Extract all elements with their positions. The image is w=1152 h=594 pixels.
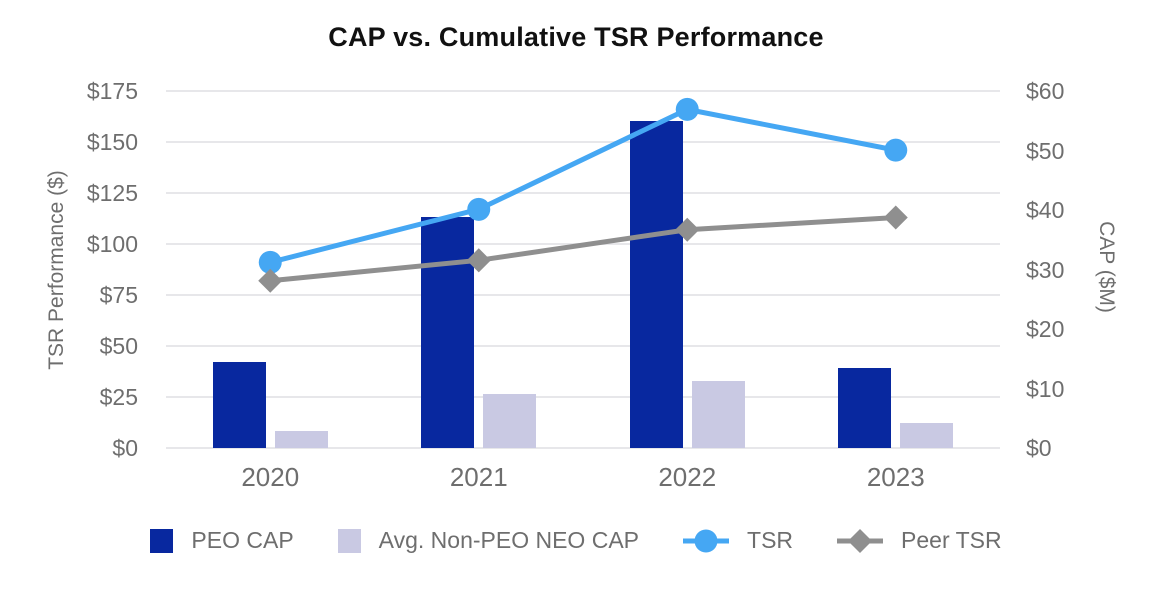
legend-item-peer-tsr: Peer TSR <box>837 527 1002 554</box>
circle-icon <box>694 529 718 552</box>
legend: PEO CAP Avg. Non-PEO NEO CAP TSR Peer TSR <box>0 527 1152 554</box>
circle-marker-tsr-2023 <box>884 138 908 162</box>
bar-peo-cap-2020 <box>212 361 266 448</box>
x-axis-label-2020: 2020 <box>241 462 300 492</box>
bar-avg-non-peo-neo-cap-2022 <box>691 381 745 448</box>
right-tick-label: $0 <box>1026 435 1052 461</box>
circle-marker-tsr-2022 <box>675 97 699 121</box>
legend-item-tsr: TSR <box>683 527 793 554</box>
left-tick-label: $50 <box>99 333 138 359</box>
right-tick-label: $20 <box>1026 316 1065 342</box>
plot-area <box>166 90 1000 449</box>
circle-marker-tsr-2020 <box>258 250 282 274</box>
gridline <box>166 90 1000 92</box>
line-tsr <box>269 106 897 265</box>
diamond-marker-peer-tsr-2021 <box>466 248 491 273</box>
bar-avg-non-peo-neo-cap-2023 <box>900 423 954 448</box>
left-tick-label: $25 <box>99 384 138 410</box>
line-peer-tsr <box>270 214 896 284</box>
diamond-marker-peer-tsr-2023 <box>883 205 908 230</box>
diamond-marker-peer-tsr-2022 <box>675 217 700 242</box>
bar-peo-cap-2022 <box>629 121 683 448</box>
legend-diamond-marker-peer-tsr <box>837 528 884 554</box>
left-tick-label: $75 <box>99 282 138 308</box>
right-tick-label: $60 <box>1026 78 1065 104</box>
right-axis-title: CAP ($M) <box>1095 221 1118 313</box>
gridline <box>166 294 1000 296</box>
right-tick-label: $50 <box>1026 137 1065 164</box>
line-series <box>258 97 908 293</box>
legend-swatch-peo-cap <box>150 528 174 553</box>
legend-label-tsr: TSR <box>747 527 794 553</box>
right-tick-label: $10 <box>1026 375 1065 402</box>
gridline <box>166 447 1000 449</box>
bar-peo-cap-2021 <box>421 216 475 448</box>
bar-avg-non-peo-neo-cap-2021 <box>483 393 537 448</box>
chart-title: CAP vs. Cumulative TSR Performance <box>328 22 824 52</box>
x-axis-label-2022: 2022 <box>658 462 717 492</box>
gridline <box>166 192 1000 194</box>
x-axis-label-2021: 2021 <box>449 462 508 492</box>
legend-label-peo-cap: PEO CAP <box>191 527 294 553</box>
right-tick-label: $30 <box>1026 256 1065 283</box>
legend-circle-marker-tsr <box>683 528 730 554</box>
legend-label-peer-tsr: Peer TSR <box>901 527 1002 553</box>
diamond-icon <box>847 528 873 553</box>
gridline <box>166 141 1000 143</box>
legend-item-avg-non-peo-neo-cap: Avg. Non-PEO NEO CAP <box>337 527 640 554</box>
circle-marker-tsr-2021 <box>467 197 491 221</box>
left-tick-label: $100 <box>86 231 138 257</box>
legend-swatch-avg-non-peo-neo-cap <box>337 528 361 553</box>
bar-peo-cap-2023 <box>838 367 892 448</box>
bar-avg-non-peo-neo-cap-2020 <box>274 430 328 448</box>
left-tick-label: $0 <box>112 435 138 461</box>
left-tick-label: $150 <box>86 129 138 155</box>
diamond-marker-peer-tsr-2020 <box>258 268 283 293</box>
right-tick-label: $40 <box>1026 197 1065 223</box>
left-tick-label: $125 <box>86 180 138 206</box>
legend-item-peo-cap: PEO CAP <box>150 527 294 554</box>
gridline <box>166 345 1000 347</box>
gridline <box>166 396 1000 398</box>
left-tick-label: $175 <box>86 78 138 104</box>
legend-label-avg-non-peo-neo-cap: Avg. Non-PEO NEO CAP <box>378 527 640 553</box>
x-axis-label-2023: 2023 <box>866 462 925 492</box>
